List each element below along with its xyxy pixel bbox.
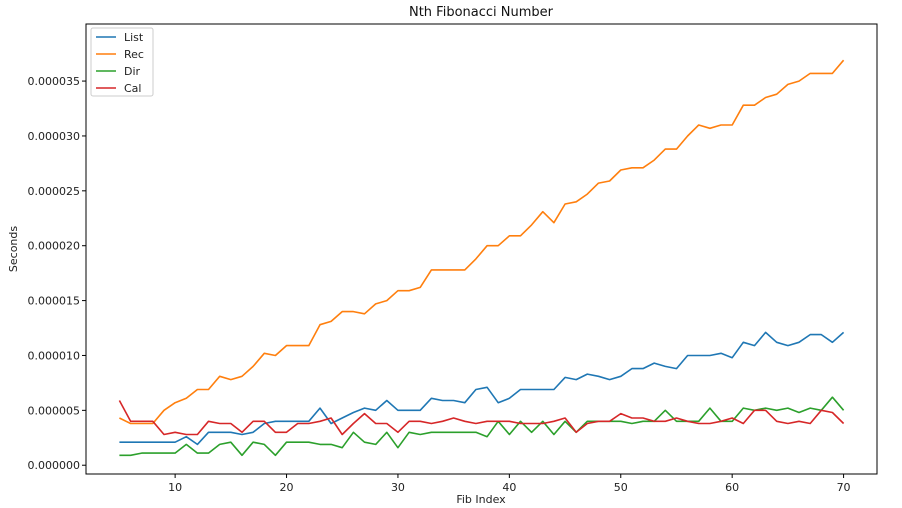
y-tick-label: 0.000025: [28, 185, 81, 198]
legend-label-rec: Rec: [124, 48, 144, 61]
y-tick-label: 0.000010: [28, 349, 81, 362]
y-tick-label: 0.000020: [28, 240, 81, 253]
x-tick-label: 10: [168, 481, 182, 494]
series-line-cal: [118, 400, 845, 436]
series-line-dir: [119, 396, 845, 457]
legend: List Rec Dir Cal: [90, 27, 154, 97]
x-axis-title: Fib Index: [456, 493, 506, 506]
y-tick-label: 0.000005: [28, 404, 81, 417]
y-tick-label: 0.000030: [28, 130, 81, 143]
x-tick-label: 30: [391, 481, 405, 494]
y-tick-label: 0.000000: [28, 459, 81, 472]
y-axis: 0.000000 0.000005 0.000010 0.000015 0.000020…: [28, 75, 86, 472]
x-tick-label: 40: [502, 481, 516, 494]
x-tick-label: 70: [837, 481, 851, 494]
plot-area: [85, 23, 878, 475]
legend-box: [90, 27, 154, 97]
x-axis: 10 20 30 40 50 60 70: [168, 474, 851, 494]
series-line-list: [119, 331, 845, 446]
y-tick-label: 0.000015: [28, 295, 81, 308]
legend-label-cal: Cal: [124, 82, 141, 95]
x-tick-label: 60: [725, 481, 739, 494]
chart-title: Nth Fibonacci Number: [409, 5, 554, 20]
y-axis-title: Seconds: [7, 226, 20, 272]
y-tick-label: 0.000035: [28, 75, 81, 88]
series-lines: [118, 59, 845, 457]
x-tick-label: 50: [614, 481, 628, 494]
x-tick-label: 20: [280, 481, 294, 494]
legend-label-list: List: [124, 31, 144, 44]
series-line-rec: [119, 59, 845, 425]
legend-label-dir: Dir: [124, 65, 141, 78]
